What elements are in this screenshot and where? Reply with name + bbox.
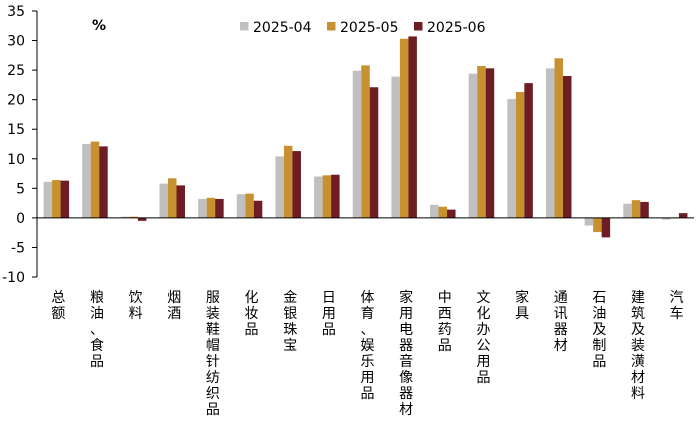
bar-2025-06-10 <box>447 209 456 218</box>
category-label: 文化办公用品 <box>476 290 490 386</box>
bar-2025-04-10 <box>430 204 439 218</box>
bar-2025-04-3 <box>159 183 169 218</box>
y-tick-label: -10 <box>2 270 25 286</box>
bar-2025-06-11 <box>485 68 495 218</box>
bar-2025-06-16 <box>678 213 688 218</box>
bar-2025-05-11 <box>477 65 486 218</box>
bar-2025-04-7 <box>314 176 323 218</box>
category-label: 饮料 <box>129 290 143 322</box>
y-tick-label: 15 <box>7 122 25 138</box>
bar-2025-06-3 <box>176 185 186 218</box>
category-label: 汽车 <box>670 290 684 322</box>
category-label: 通讯器材 <box>554 290 568 354</box>
category-label: 体育、娱乐用品 <box>361 290 375 402</box>
bar-2025-05-8 <box>361 65 370 218</box>
bar-2025-06-6 <box>292 151 301 218</box>
bar-2025-05-0 <box>52 180 61 218</box>
category-label: 粮油、食品 <box>90 290 104 370</box>
bar-2025-06-9 <box>408 36 417 218</box>
y-tick-label: 30 <box>7 34 25 50</box>
bar-2025-05-12 <box>515 91 525 218</box>
y-tick-label: -5 <box>11 240 25 256</box>
bar-2025-06-0 <box>60 180 70 218</box>
legend-swatch-2025-05 <box>327 22 336 31</box>
axes-layer <box>32 10 694 278</box>
bar-2025-04-15 <box>623 203 632 218</box>
bar-2025-06-2 <box>137 217 147 221</box>
bar-2025-04-4 <box>198 198 207 218</box>
category-label: 中西药品 <box>438 290 452 354</box>
y-tick-labels: -10 -5 0 5 10 15 20 25 30 35 <box>2 4 25 286</box>
category-label: 金银珠宝 <box>283 290 297 354</box>
bar-2025-05-9 <box>399 38 409 218</box>
category-label: 服装鞋帽针纺织品 <box>206 290 220 418</box>
bar-2025-04-12 <box>507 99 516 218</box>
bar-2025-04-11 <box>468 73 478 218</box>
bar-2025-05-15 <box>631 200 641 218</box>
bar-2025-04-2 <box>120 216 130 218</box>
y-tick-label: 10 <box>7 152 25 168</box>
bar-2025-06-8 <box>369 87 379 218</box>
bar-2025-04-8 <box>352 70 362 218</box>
y-tick-label: 25 <box>7 63 25 79</box>
legend-label-2025-05: 2025-05 <box>340 20 399 36</box>
bar-2025-06-13 <box>562 76 572 218</box>
bar-2025-04-16 <box>661 217 671 220</box>
bar-2025-05-1 <box>90 141 100 218</box>
bar-2025-05-10 <box>438 206 448 218</box>
y-tick-label: 35 <box>7 4 25 20</box>
bar-2025-04-6 <box>275 156 284 218</box>
category-label: 建筑及装潢材料 <box>631 290 645 402</box>
bar-2025-05-14 <box>593 217 602 233</box>
bar-2025-05-5 <box>245 193 254 218</box>
bar-2025-06-15 <box>640 201 649 218</box>
legend-label-2025-06: 2025-06 <box>427 20 486 36</box>
y-tick-label: 5 <box>16 181 25 197</box>
bar-2025-04-9 <box>391 76 400 218</box>
bar-2025-06-5 <box>253 200 263 218</box>
bar-2025-05-13 <box>554 58 563 218</box>
bar-2025-05-7 <box>322 175 332 218</box>
bar-2025-06-14 <box>601 217 611 238</box>
bar-2025-06-4 <box>215 198 224 218</box>
category-label: 烟酒 <box>167 290 181 322</box>
legend: 2025-04 2025-05 2025-06 <box>240 20 486 36</box>
bar-2025-05-2 <box>129 216 138 218</box>
bar-2025-06-12 <box>524 83 533 218</box>
bar-2025-04-5 <box>236 194 246 218</box>
category-label: 家用电器音像器材 <box>399 289 413 418</box>
category-label: 总额 <box>51 290 65 322</box>
bar-2025-05-3 <box>168 178 177 218</box>
bar-2025-06-1 <box>99 146 108 218</box>
bar-2025-05-6 <box>283 145 293 218</box>
bar-2025-05-4 <box>206 197 216 218</box>
legend-label-2025-04: 2025-04 <box>253 20 312 36</box>
bar-2025-04-13 <box>545 68 555 218</box>
bars-layer <box>43 36 688 238</box>
y-tick-label: 20 <box>7 93 25 109</box>
bar-2025-04-1 <box>82 144 91 218</box>
bar-2025-04-14 <box>584 217 594 226</box>
bar-2025-04-0 <box>43 181 53 218</box>
y-tick-label: 0 <box>16 211 25 227</box>
unit-label: % <box>92 18 106 34</box>
legend-swatch-2025-06 <box>414 22 423 31</box>
category-label: 石油及制品 <box>592 290 606 370</box>
category-label: 化妆品 <box>245 290 259 338</box>
bar-2025-06-7 <box>331 174 340 218</box>
category-label: 家具 <box>515 289 529 322</box>
category-label: 日用品 <box>322 290 336 338</box>
legend-swatch-2025-04 <box>240 22 249 31</box>
